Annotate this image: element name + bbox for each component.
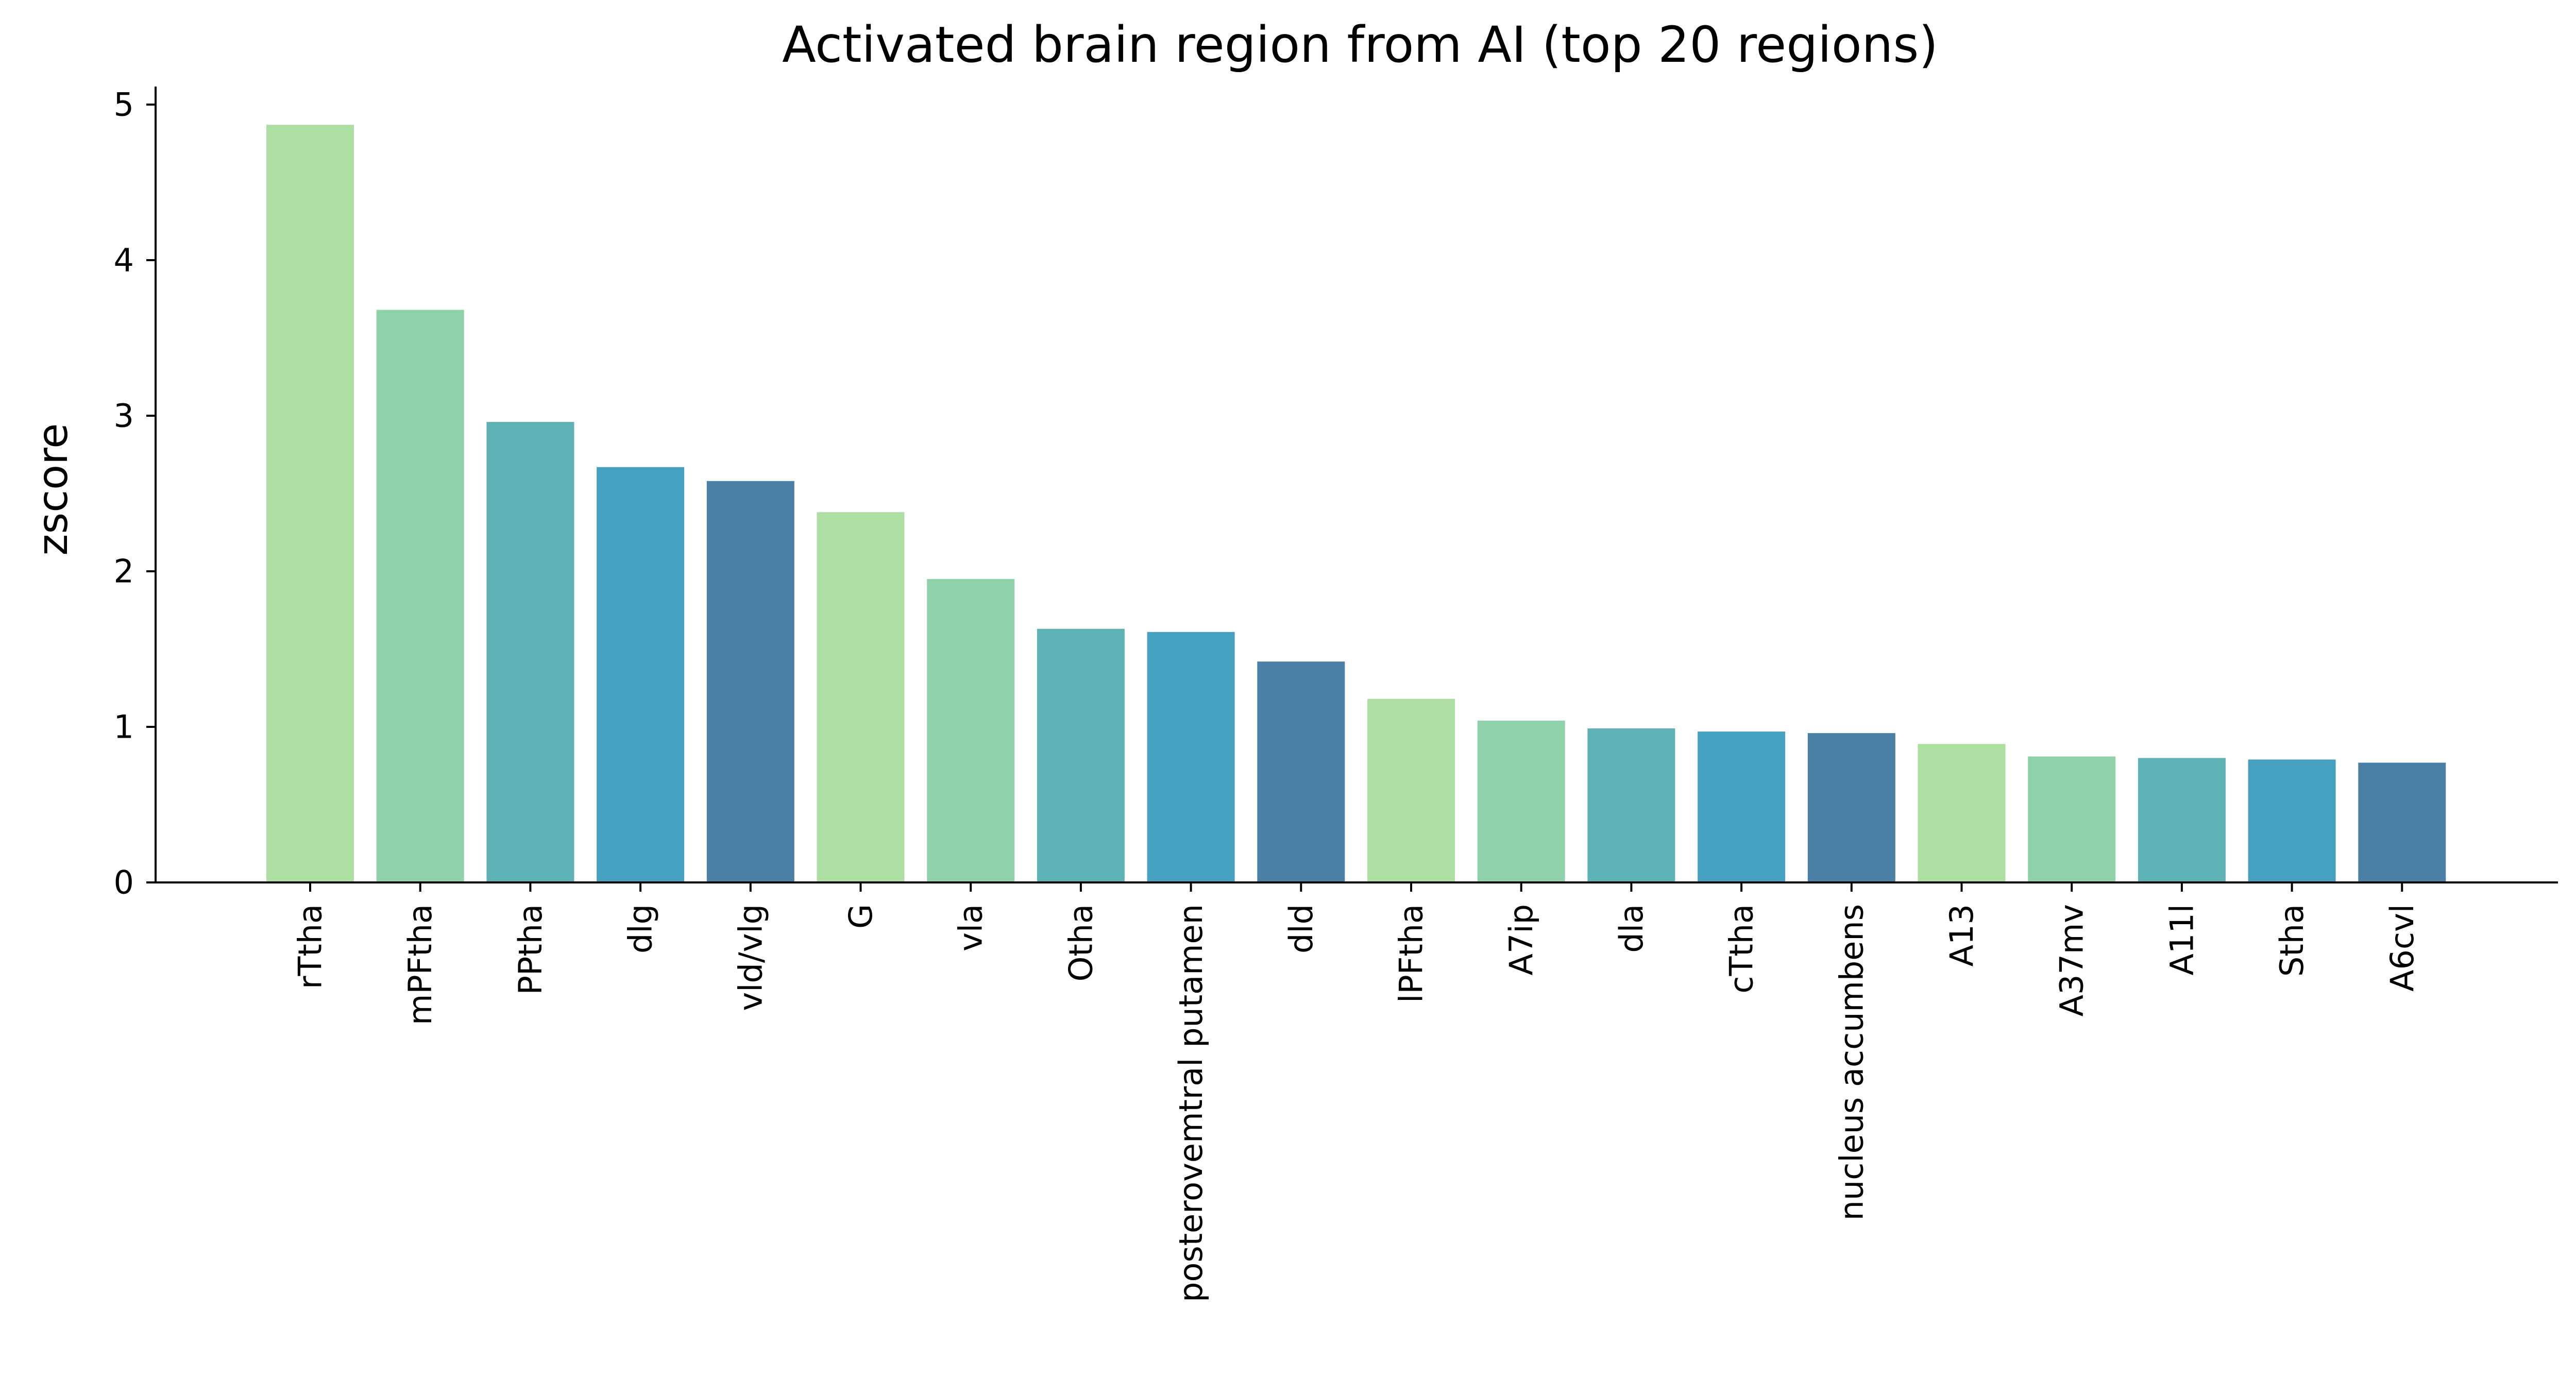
bar-6 (927, 579, 1015, 882)
y-tick-label-2: 2 (114, 553, 134, 590)
bar-13 (1698, 731, 1786, 882)
bar-0 (266, 125, 354, 882)
y-tick-label-0: 0 (114, 864, 134, 901)
bar-16 (2028, 756, 2116, 882)
bars (266, 125, 2446, 882)
y-tick-label-4: 4 (114, 242, 134, 279)
bar-9 (1257, 661, 1345, 882)
y-axis-label: zscore (29, 423, 77, 556)
x-tick-label-3: dlg (622, 904, 659, 954)
y-tick-label-5: 5 (114, 86, 134, 124)
bar-3 (597, 467, 685, 882)
x-tick-label-17: A11l (2163, 904, 2200, 976)
bar-2 (486, 422, 574, 882)
x-tick-label-10: lPFtha (1393, 904, 1430, 1003)
x-tick-label-16: A37mv (2053, 904, 2091, 1016)
x-tick-label-19: A6cvl (2383, 904, 2421, 992)
bar-15 (1918, 744, 2006, 882)
x-tick-label-15: A13 (1943, 904, 1980, 966)
x-tick-label-11: A7ip (1502, 904, 1540, 975)
bar-11 (1477, 720, 1565, 882)
bar-19 (2358, 762, 2446, 882)
bar-1 (376, 310, 464, 882)
bar-10 (1367, 699, 1455, 882)
x-tick-label-5: G (842, 904, 879, 929)
y-tick-label-1: 1 (114, 708, 134, 746)
y-tick-label-3: 3 (114, 397, 134, 435)
bar-17 (2138, 758, 2226, 882)
x-tick-label-14: nucleus accumbens (1833, 904, 1870, 1220)
bar-4 (706, 481, 794, 882)
x-tick-label-13: cTtha (1723, 904, 1760, 994)
bar-8 (1147, 632, 1235, 882)
bar-7 (1037, 628, 1125, 882)
bar-12 (1587, 728, 1675, 882)
x-tick-label-1: mPFtha (401, 904, 439, 1025)
x-tick-label-9: dld (1282, 904, 1320, 954)
x-tick-label-12: dla (1613, 904, 1650, 953)
bar-14 (1807, 733, 1895, 882)
x-tick-label-2: PPtha (512, 904, 549, 995)
x-tick-label-7: Otha (1062, 904, 1099, 981)
x-tick-label-6: vla (952, 904, 990, 951)
x-tick-label-18: Stha (2273, 904, 2311, 977)
bar-18 (2248, 759, 2336, 882)
x-tick-label-4: vld/vlg (732, 904, 769, 1011)
bar-5 (817, 512, 905, 882)
x-tick-label-0: rTtha (292, 904, 329, 989)
y-axis-ticks: 0 1 2 3 4 5 (114, 86, 156, 901)
x-tick-label-8: posterovemtral putamen (1172, 904, 1210, 1302)
chart-title: Activated brain region from AI (top 20 r… (782, 16, 1938, 74)
